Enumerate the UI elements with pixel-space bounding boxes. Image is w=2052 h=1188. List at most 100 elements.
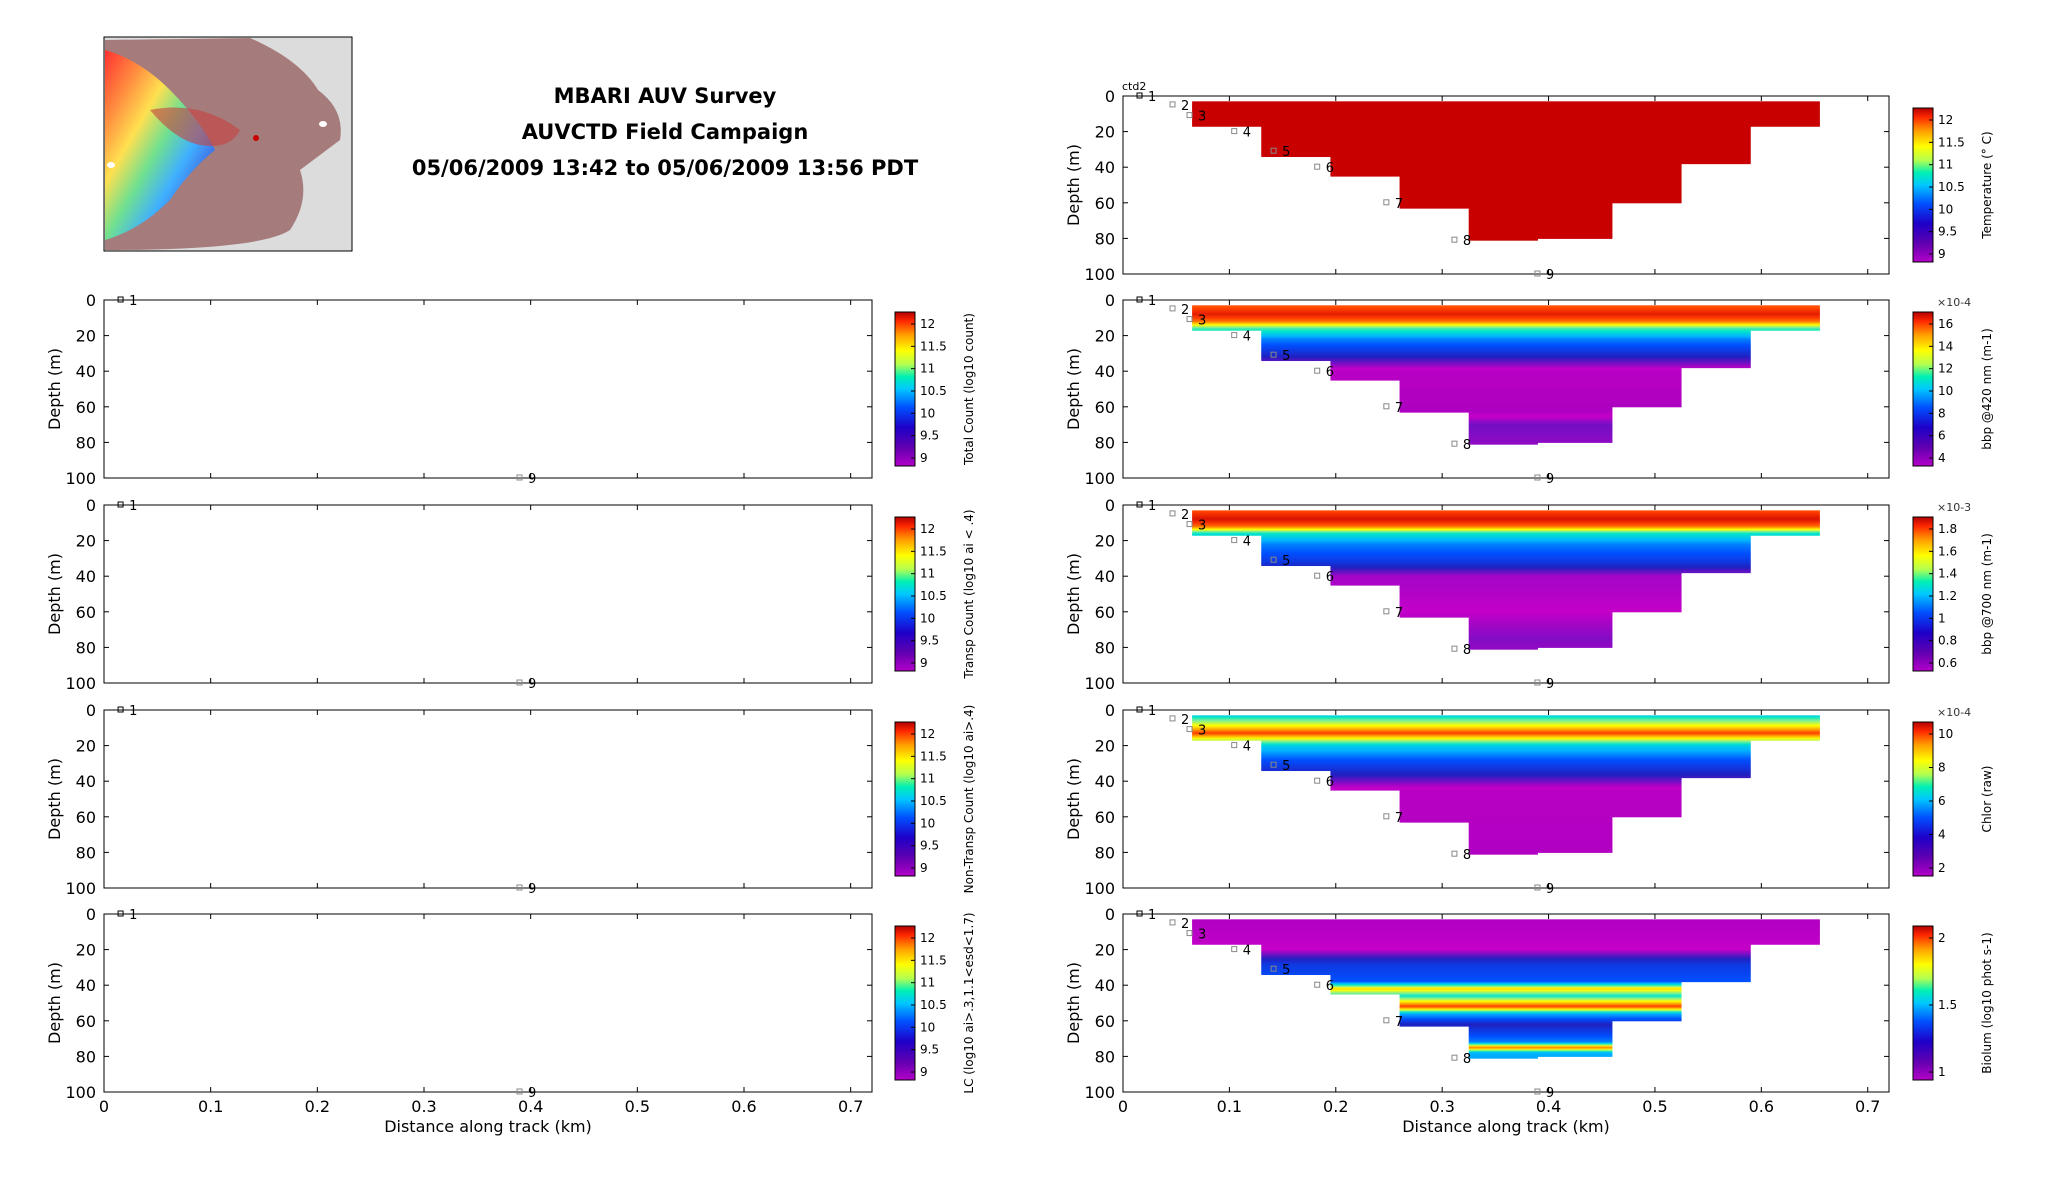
data-cell [1468, 640, 1613, 642]
x-tick-label: 0 [99, 1097, 109, 1116]
data-cell [1330, 574, 1682, 576]
data-cell [1468, 416, 1613, 418]
station-marker [1186, 112, 1193, 119]
data-cell [1192, 104, 1820, 106]
data-cell [1192, 315, 1820, 317]
data-cell [1261, 139, 1751, 141]
data-cell [1330, 977, 1751, 979]
data-cell [1192, 922, 1820, 924]
data-cell [1330, 984, 1682, 986]
data-cell [1261, 559, 1751, 561]
y-axis-label: Depth (m) [1064, 758, 1083, 840]
data-cell [1261, 757, 1751, 759]
data-cell [1399, 1003, 1682, 1006]
colorbar-tick-label: 9 [920, 451, 928, 465]
data-cell [1399, 1006, 1682, 1008]
data-cell [1399, 1001, 1682, 1003]
data-cell [1468, 840, 1613, 843]
data-cell [1399, 207, 1613, 209]
data-cell [1192, 319, 1820, 321]
colorbar-tick-label: 9.5 [920, 634, 939, 648]
colorbar-tick-label: 1 [1938, 1065, 1946, 1079]
data-cell [1330, 161, 1751, 164]
data-cell [1399, 812, 1682, 814]
data-cell [1192, 942, 1820, 944]
data-cell [1330, 581, 1682, 583]
title-line-1: MBARI AUV Survey [553, 84, 777, 108]
colorbar-tick-label: 9 [920, 861, 928, 875]
data-cell [1261, 134, 1751, 136]
colorbar-tick-label: 2 [1938, 931, 1946, 945]
data-cell [1468, 838, 1613, 840]
colorbar-tick-label: 9.5 [920, 1043, 939, 1057]
data-cell [1399, 198, 1682, 200]
data-cell [1399, 395, 1682, 397]
data-cell [1330, 365, 1751, 368]
data-cell [1468, 637, 1613, 639]
data-cell [1330, 781, 1682, 783]
y-tick-label: 80 [1095, 433, 1115, 452]
station-label: 7 [1395, 401, 1403, 416]
data-cell [1468, 1052, 1613, 1055]
data-cell [1468, 429, 1613, 431]
data-cell [1261, 968, 1751, 970]
data-cell [1468, 629, 1613, 631]
data-cell [1468, 851, 1613, 853]
y-tick-label: 100 [65, 1083, 96, 1102]
station-marker [1451, 645, 1458, 652]
data-cell [1468, 1056, 1538, 1058]
data-cell [1192, 937, 1820, 939]
colorbar-tick-label: 0.6 [1938, 656, 1957, 670]
data-cell [1468, 639, 1613, 641]
data-cell [1261, 541, 1751, 543]
data-cell [1468, 218, 1613, 221]
x-tick-label: 0.4 [1536, 1097, 1561, 1116]
data-cell [1192, 306, 1820, 308]
colorbar-tick-label: 10 [1938, 727, 1953, 741]
data-cell [1468, 622, 1613, 624]
data-cell [1261, 137, 1751, 140]
colorbar-tick-label: 10.5 [920, 794, 947, 808]
data-cell [1192, 102, 1820, 104]
data-cell [1192, 309, 1820, 312]
data-cell [1468, 233, 1613, 235]
data-cell [1261, 561, 1751, 564]
data-cell [1399, 602, 1682, 604]
data-cell [1399, 1012, 1682, 1015]
station-marker [1270, 556, 1277, 563]
data-cell [1261, 132, 1751, 134]
station-label: 9 [1546, 472, 1554, 487]
data-cell [1468, 224, 1613, 226]
data-cell [1399, 385, 1682, 387]
data-cell [1261, 946, 1751, 948]
station-marker [1314, 163, 1321, 170]
data-cell [1468, 628, 1613, 631]
y-tick-label: 100 [1084, 1083, 1115, 1102]
data-cell [1399, 803, 1682, 805]
station-marker [1169, 919, 1176, 926]
colorbar-tick-label: 12 [1938, 362, 1953, 376]
colorbar-tick-label: 1.8 [1938, 522, 1957, 536]
data-cell [1192, 103, 1820, 105]
data-cell [1192, 717, 1820, 719]
data-cell [1468, 239, 1538, 241]
axes-frame [103, 299, 873, 479]
data-cell [1261, 140, 1751, 142]
data-cell [1261, 152, 1751, 154]
data-cell [1192, 735, 1820, 738]
data-cell [1261, 127, 1751, 129]
data-cell [1399, 796, 1682, 798]
data-cell [1192, 719, 1820, 722]
colorbar-tick-label: 10 [920, 406, 935, 420]
y-tick-label: 0 [1105, 87, 1115, 106]
station-marker [117, 910, 124, 917]
data-cell [1399, 613, 1613, 615]
data-cell [1261, 950, 1751, 952]
data-cell [1330, 379, 1682, 381]
y-tick-label: 40 [1095, 158, 1115, 177]
data-cell [1330, 368, 1682, 370]
data-cell [1468, 433, 1613, 435]
data-cell [1330, 987, 1682, 990]
data-cell [1261, 973, 1751, 976]
y-tick-label: 60 [1095, 603, 1115, 622]
